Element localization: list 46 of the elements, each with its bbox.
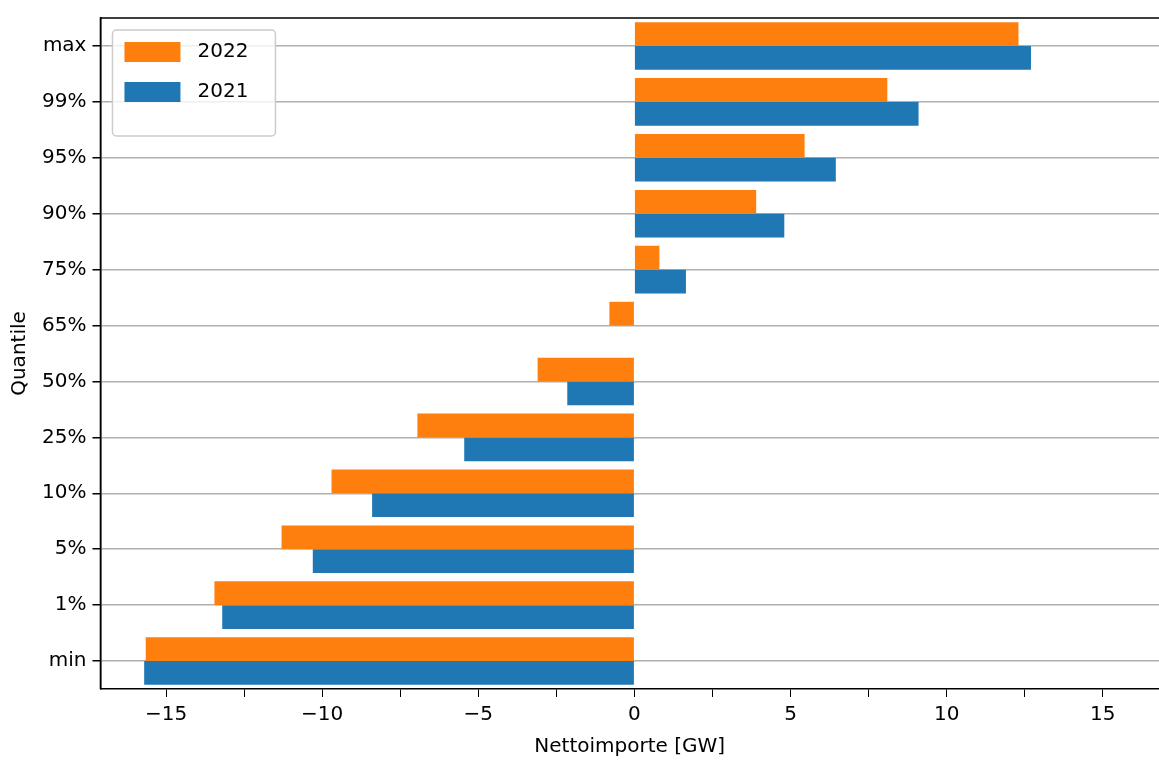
x-tick-label: 15	[1090, 701, 1116, 726]
bar	[634, 157, 836, 182]
bar	[567, 381, 634, 406]
x-tick-label: −5	[463, 701, 494, 726]
bar	[634, 269, 686, 294]
x-tick-label: 5	[784, 701, 797, 726]
y-tick-label: 50%	[42, 367, 87, 392]
y-tick-label: 75%	[42, 255, 87, 280]
bar	[634, 189, 757, 214]
y-tick-label: 5%	[54, 535, 87, 560]
y-tick-label: min	[48, 647, 87, 672]
bar	[537, 357, 634, 382]
y-tick-label: 25%	[42, 423, 87, 448]
x-tick-label: −10	[301, 701, 344, 726]
bar	[634, 101, 919, 126]
bar	[372, 493, 634, 518]
bar	[331, 469, 634, 494]
y-tick-label: 65%	[42, 311, 87, 336]
y-tick-label: 10%	[42, 479, 87, 504]
y-tick-label: max	[42, 32, 87, 57]
bar	[634, 22, 1019, 46]
bar	[634, 213, 785, 238]
x-axis-title: Nettoimporte [GW]	[534, 733, 726, 758]
bar	[417, 413, 634, 438]
legend-label: 2022	[197, 38, 249, 63]
bar	[312, 549, 634, 573]
bar	[609, 301, 634, 326]
y-tick-label: 90%	[42, 199, 87, 224]
x-tick-label: −15	[144, 701, 188, 726]
bar	[634, 45, 1031, 70]
bar	[214, 581, 634, 606]
x-tick-label: 10	[933, 701, 960, 726]
y-tick-label: 99%	[42, 88, 87, 113]
x-tick-label: 0	[628, 701, 641, 726]
bar	[634, 134, 805, 158]
bar	[222, 605, 634, 629]
y-tick-label: 95%	[42, 143, 87, 168]
bar	[144, 661, 634, 685]
bar	[145, 637, 634, 662]
bar	[634, 245, 660, 270]
legend-label: 2021	[197, 78, 249, 103]
y-axis-title: Quantile	[6, 311, 31, 396]
y-tick-label: 1%	[54, 591, 87, 616]
bar	[281, 525, 634, 550]
bar	[634, 78, 888, 102]
bar	[464, 437, 634, 462]
